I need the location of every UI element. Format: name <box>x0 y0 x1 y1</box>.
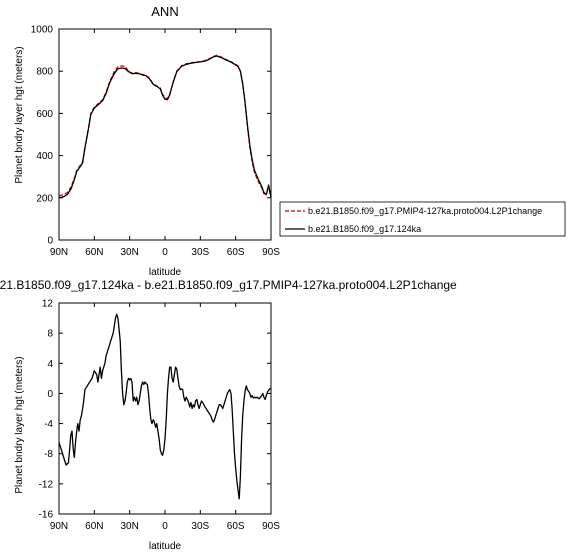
bottom-y-axis-label: Planet bndry layer hgt (meters) <box>14 356 25 493</box>
bottom-x-tick-label: 60S <box>227 521 245 532</box>
top-series-line-0 <box>58 54 272 198</box>
bottom-x-tick-label: 90N <box>50 521 68 532</box>
top-y-axis-label: Planet bndry layer hgt (meters) <box>14 46 25 183</box>
bottom-plot-frame <box>58 302 272 515</box>
bottom-tick-group: 90N 60N 30N 0 30S 60S 90S 12 8 4 0 -4 -8 -12 -16 <box>39 299 281 533</box>
top-series-line-1 <box>58 55 272 199</box>
bottom-y-tick-label: -12 <box>39 479 54 490</box>
bottom-x-tick-label: 90S <box>262 521 280 532</box>
bottom-y-tick-label: -8 <box>44 449 53 460</box>
top-x-tick-label: 30S <box>191 247 209 258</box>
top-y-tick-label: 600 <box>36 109 53 120</box>
top-x-tick-label: 30N <box>120 247 138 258</box>
bottom-x-tick-label: 60N <box>85 521 103 532</box>
top-y-tick-label: 800 <box>36 67 53 78</box>
top-x-tick-label: 90N <box>50 247 68 258</box>
top-x-tick-label: 0 <box>162 247 168 258</box>
bottom-y-tick-label: 12 <box>42 299 54 310</box>
bottom-x-tick-label: 30N <box>120 521 138 532</box>
top-y-tick-label: 400 <box>36 151 53 162</box>
bottom-panel: b.e21.B1850.f09_g17.124ka - b.e21.B1850.… <box>0 278 457 552</box>
legend: b.e21.B1850.f09_g17.PMIP4-127ka.proto004… <box>279 201 566 237</box>
top-tick-group: 90N 60N 30N 0 30S 60S 90S 0 200 400 600 800 1000 <box>31 25 280 259</box>
top-series-group <box>58 54 272 199</box>
top-plot-frame <box>58 28 272 241</box>
top-x-tick-label: 60N <box>85 247 103 258</box>
bottom-y-tick-label: -16 <box>39 510 54 521</box>
legend-label-pmip4: b.e21.B1850.f09_g17.PMIP4-127ka.proto004… <box>308 206 542 216</box>
bottom-y-tick-label: -4 <box>44 419 53 430</box>
bottom-x-tick-label: 30S <box>191 521 209 532</box>
top-y-tick-label: 1000 <box>31 25 54 36</box>
top-y-tick-label: 200 <box>36 193 53 204</box>
top-x-tick-label: 60S <box>227 247 245 258</box>
legend-box <box>279 201 566 237</box>
top-y-tick-label: 0 <box>47 236 53 247</box>
legend-label-124ka: b.e21.B1850.f09_g17.124ka <box>308 224 421 234</box>
bottom-x-axis-label: latitude <box>149 541 182 552</box>
bottom-chart-title: b.e21.B1850.f09_g17.124ka - b.e21.B1850.… <box>0 278 457 292</box>
bottom-y-tick-label: 4 <box>47 359 53 370</box>
bottom-y-tick-label: 0 <box>47 389 53 400</box>
bottom-series-line-0 <box>58 313 272 500</box>
bottom-x-tick-label: 0 <box>162 521 168 532</box>
top-x-tick-label: 90S <box>262 247 280 258</box>
top-panel: ANN Planet bndry layer hgt (meters) lati… <box>14 4 280 278</box>
bottom-y-tick-label: 8 <box>47 329 53 340</box>
top-chart-title: ANN <box>151 4 178 19</box>
top-x-axis-label: latitude <box>149 267 182 278</box>
bottom-series-group <box>58 313 272 500</box>
